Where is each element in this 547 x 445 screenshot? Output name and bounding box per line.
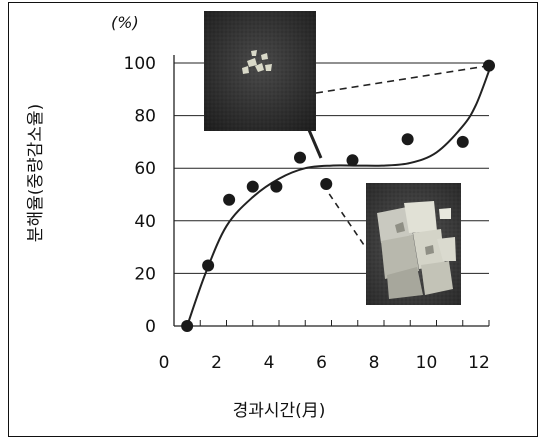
y-tick-label: 100 [124,54,156,74]
y-axis-label: 분해율(중량감소율) [26,104,46,242]
data-point [294,151,306,164]
data-points [181,59,495,332]
x-tick-label: 8 [369,353,380,373]
y-tick-label: 80 [134,107,156,127]
x-tick-label: 0 [159,353,170,373]
tick-marks [173,320,490,326]
x-tick-label: 2 [211,353,222,373]
data-point [202,259,215,272]
chart-svg: 0 20 40 60 80 100 0 2 4 6 8 10 12 [26,11,495,421]
data-point [270,180,283,193]
data-point [320,177,333,190]
photo1-dashed-connector [315,64,490,94]
x-tick-labels: 0 2 4 6 8 10 12 [159,353,490,373]
y-tick-label: 0 [145,317,156,337]
small-fragments-cluster [242,50,272,74]
x-tick-label: 4 [264,353,275,373]
y-tick-label: 40 [134,212,156,232]
data-point [401,133,414,146]
chart-frame: 0 20 40 60 80 100 0 2 4 6 8 10 12 [8,2,538,437]
data-point [246,180,259,193]
data-point [456,135,469,148]
photo-small-fragments [204,11,316,131]
x-tick-label: 10 [416,353,438,373]
data-point [223,193,236,206]
large-fragments-pile [377,201,456,299]
y-tick-label: 20 [134,264,156,284]
data-point [483,59,495,72]
y-tick-labels: 0 20 40 60 80 100 [124,54,156,337]
y-tick-label: 60 [134,159,156,179]
x-tick-label: 12 [468,353,490,373]
x-axis-label: 경과시간(月) [233,401,326,421]
y-unit-label: (%) [111,13,139,32]
x-tick-label: 6 [316,353,327,373]
data-point [346,154,359,167]
data-point [181,320,194,332]
photo-large-fragments [366,183,461,305]
trend-line [186,70,490,327]
